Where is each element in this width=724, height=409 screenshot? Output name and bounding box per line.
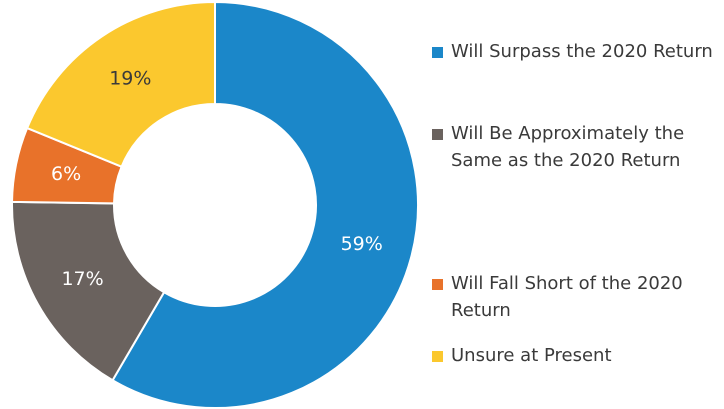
legend-entry: Will Surpass the 2020 Return bbox=[432, 38, 721, 65]
legend-label: Will Surpass the 2020 Return bbox=[451, 41, 713, 62]
legend-label: Will Fall Short of the 2020 Return bbox=[451, 273, 683, 321]
data-label: 19% bbox=[109, 67, 151, 89]
legend-swatch bbox=[432, 47, 443, 58]
legend-swatch bbox=[432, 129, 443, 140]
donut-slice bbox=[11, 200, 166, 382]
data-label: 59% bbox=[341, 233, 383, 255]
legend-entry: Will Fall Short of the 2020 Return bbox=[432, 270, 721, 324]
legend-swatch bbox=[432, 351, 443, 362]
legend-entry: Unsure at Present bbox=[432, 342, 721, 369]
data-label: 6% bbox=[51, 163, 81, 185]
legend-entry: Will Be Approximately the Same as the 20… bbox=[432, 120, 721, 174]
legend-label: Will Be Approximately the Same as the 20… bbox=[451, 123, 685, 171]
data-label: 17% bbox=[61, 268, 103, 290]
donut-slice bbox=[111, 0, 419, 409]
legend-swatch bbox=[432, 279, 443, 290]
donut-slice bbox=[25, 0, 216, 169]
legend-label: Unsure at Present bbox=[451, 345, 612, 366]
